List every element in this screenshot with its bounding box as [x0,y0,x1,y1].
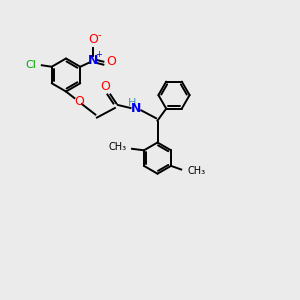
Text: O: O [88,33,98,46]
Text: N: N [131,101,142,115]
Text: N: N [88,54,98,67]
Text: H: H [128,98,136,108]
Text: +: + [95,50,102,58]
Text: O: O [100,80,110,94]
Text: Cl: Cl [26,60,37,70]
Text: O: O [74,94,84,108]
Text: CH₃: CH₃ [109,142,127,152]
Text: -: - [97,30,100,40]
Text: CH₃: CH₃ [187,166,205,176]
Text: O: O [106,55,116,68]
